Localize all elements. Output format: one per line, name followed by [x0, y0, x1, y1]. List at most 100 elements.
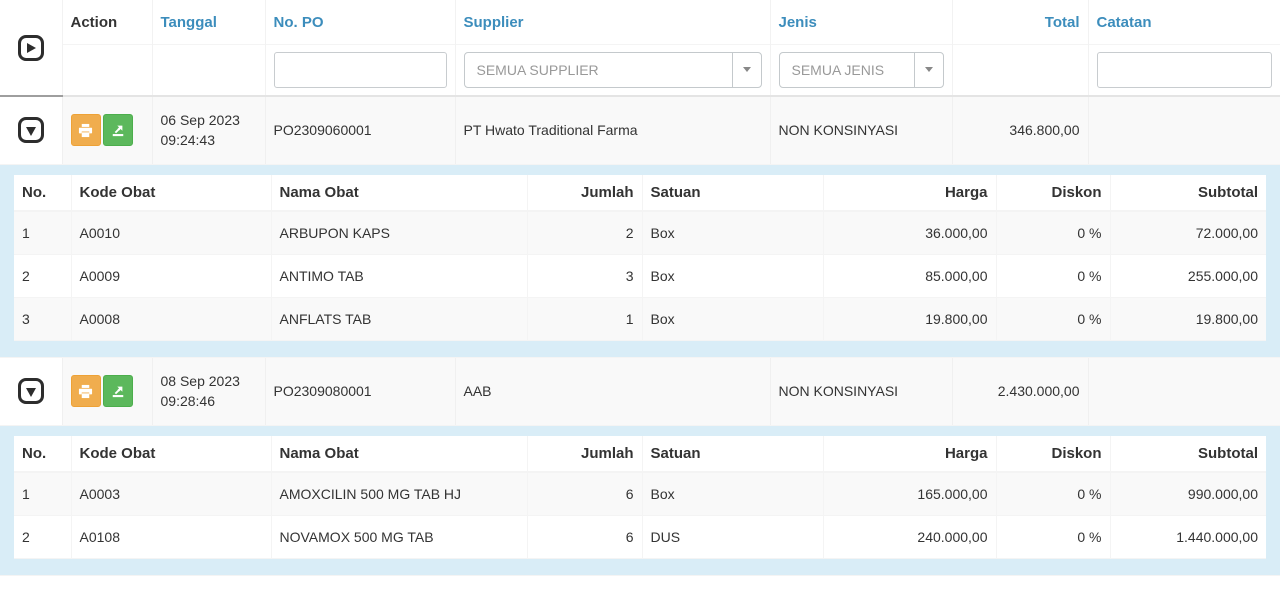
order-supplier: PT Hwato Traditional Farma	[454, 96, 770, 165]
item-subtotal: 990.000,00	[1109, 471, 1266, 516]
table-header-row: Action Tanggal No. PO Supplier Jenis Tot…	[0, 0, 1280, 97]
chevron-down-icon	[924, 67, 933, 73]
jenis-select-arrow-box[interactable]	[913, 52, 943, 87]
expand-all-cell	[0, 0, 62, 97]
column-header-total[interactable]: Total	[951, 0, 1088, 44]
item-kode: A0008	[70, 296, 271, 341]
item-jumlah: 3	[526, 253, 642, 298]
detail-column-header: Subtotal	[1109, 435, 1266, 473]
item-diskon: 0 %	[995, 471, 1110, 516]
detail-column-header: Satuan	[641, 435, 823, 473]
po-filter-input[interactable]	[273, 51, 447, 88]
jenis-filter-selected-value: SEMUA JENIS	[791, 61, 885, 78]
item-kode: A0009	[70, 253, 271, 298]
order-date: 08 Sep 2023	[160, 373, 240, 389]
item-subtotal: 1.440.000,00	[1109, 514, 1266, 559]
item-nama: ANFLATS TAB	[270, 296, 527, 341]
item-no: 1	[14, 471, 71, 516]
order-item-row: 2 A0009 ANTIMO TAB 3 Box 85.000,00 0 % 255.000,…	[14, 253, 1266, 298]
detail-column-header: Jumlah	[526, 174, 642, 212]
detail-column-header: Satuan	[641, 174, 823, 212]
item-no: 3	[14, 296, 71, 341]
order-date: 06 Sep 2023	[160, 112, 240, 129]
item-satuan: Box	[641, 471, 823, 516]
order-catatan	[1087, 357, 1280, 426]
item-kode: A0003	[70, 471, 271, 516]
order-catatan	[1087, 96, 1280, 165]
item-nama: ARBUPON KAPS	[270, 210, 527, 255]
item-diskon: 0 %	[995, 296, 1110, 341]
item-satuan: Box	[641, 296, 823, 341]
supplier-select-arrow-box[interactable]	[731, 52, 761, 87]
print-button[interactable]	[70, 375, 101, 407]
purchase-orders-table: Action Tanggal No. PO Supplier Jenis Tot…	[0, 0, 1280, 576]
collapse-row-icon	[25, 387, 36, 397]
chevron-down-icon	[742, 67, 751, 73]
filter-total-empty	[951, 43, 1088, 97]
item-jumlah: 6	[526, 514, 642, 559]
detail-column-header: Nama Obat	[270, 174, 527, 212]
print-button[interactable]	[70, 114, 101, 147]
order-items-table: No. Kode Obat Nama Obat Jumlah Satuan Harga Di…	[14, 435, 1266, 559]
collapse-row-toggle[interactable]	[17, 117, 44, 144]
order-jenis: NON KONSINYASI	[769, 96, 952, 165]
filter-action-empty	[61, 43, 152, 97]
column-header-tanggal[interactable]: Tanggal	[151, 0, 265, 44]
filter-tanggal-empty	[151, 43, 265, 97]
item-subtotal: 72.000,00	[1109, 210, 1266, 255]
order-row: 06 Sep 2023 09:24:43 PO2309060001 PT Hwato …	[0, 96, 1280, 165]
item-jumlah: 1	[526, 296, 642, 341]
order-item-row: 2 A0108 NOVAMOX 500 MG TAB 6 DUS 240.000,00 0 …	[14, 514, 1266, 559]
export-button[interactable]	[102, 114, 133, 147]
row-action-cell	[61, 357, 152, 426]
order-jenis: NON KONSINYASI	[769, 357, 952, 426]
catatan-filter-input[interactable]	[1096, 51, 1272, 88]
supplier-filter-select[interactable]: SEMUA SUPPLIER	[463, 51, 762, 88]
item-harga: 85.000,00	[822, 253, 996, 298]
item-no: 1	[14, 210, 71, 255]
item-no: 2	[14, 514, 71, 559]
detail-column-header: Kode Obat	[70, 435, 271, 473]
export-button[interactable]	[102, 375, 133, 407]
item-diskon: 0 %	[995, 210, 1110, 255]
item-no: 2	[14, 253, 71, 298]
detail-column-header: No.	[14, 435, 71, 473]
item-subtotal: 19.800,00	[1109, 296, 1266, 341]
detail-column-header: Kode Obat	[70, 174, 271, 212]
export-arrow-icon	[111, 384, 125, 398]
order-item-row: 1 A0003 AMOXCILIN 500 MG TAB HJ 6 Box 165.000…	[14, 471, 1266, 516]
column-header-supplier[interactable]: Supplier	[454, 0, 770, 44]
expand-all-toggle[interactable]	[17, 35, 44, 61]
collapse-row-toggle[interactable]	[17, 378, 44, 404]
detail-column-header: Jumlah	[526, 435, 642, 473]
item-jumlah: 6	[526, 471, 642, 516]
supplier-filter-selected-value: SEMUA SUPPLIER	[476, 61, 599, 78]
order-date-cell: 06 Sep 2023 09:24:43	[151, 96, 265, 165]
detail-column-header: No.	[14, 174, 71, 212]
item-diskon: 0 %	[995, 253, 1110, 298]
printer-icon	[78, 384, 93, 399]
column-header-catatan[interactable]: Catatan	[1087, 0, 1280, 44]
row-expander-cell	[0, 96, 62, 165]
order-supplier: AAB	[454, 357, 770, 426]
order-detail-child-row: No. Kode Obat Nama Obat Jumlah Satuan Harga Di…	[0, 164, 1280, 358]
item-satuan: Box	[641, 253, 823, 298]
order-total: 2.430.000,00	[951, 357, 1088, 426]
order-item-row: 3 A0008 ANFLATS TAB 1 Box 19.800,00 0 % 19.800,…	[14, 296, 1266, 341]
item-satuan: Box	[641, 210, 823, 255]
expand-all-icon	[27, 43, 37, 53]
detail-column-header: Subtotal	[1109, 174, 1266, 212]
column-header-action: Action	[61, 0, 152, 44]
item-nama: ANTIMO TAB	[270, 253, 527, 298]
jenis-filter-select[interactable]: SEMUA JENIS	[778, 51, 944, 88]
item-harga: 36.000,00	[822, 210, 996, 255]
item-kode: A0010	[70, 210, 271, 255]
order-time: 09:24:43	[160, 132, 216, 149]
column-header-jenis[interactable]: Jenis	[769, 0, 952, 44]
order-date-cell: 08 Sep 2023 09:28:46	[151, 357, 265, 426]
orders-tbody: 06 Sep 2023 09:24:43 PO2309060001 PT Hwato …	[0, 96, 1280, 576]
row-expander-cell	[0, 357, 62, 426]
column-header-no-po[interactable]: No. PO	[264, 0, 455, 44]
printer-icon	[78, 123, 93, 138]
item-harga: 165.000,00	[822, 471, 996, 516]
